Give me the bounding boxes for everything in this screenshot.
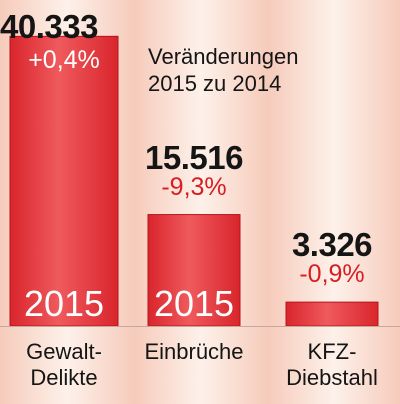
value-label-3: 3.326: [291, 226, 373, 264]
bar-year-label-1: 2015: [23, 283, 105, 324]
change-note-line-2: 2015 zu 2014: [148, 70, 282, 96]
category-label-3-line-2: Diebstahl: [286, 364, 378, 390]
category-label-1: Gewalt- Delikte: [26, 339, 102, 391]
category-label-1-line-2: Delikte: [30, 364, 98, 390]
category-label-2: Einbrüche: [144, 339, 243, 365]
category-label-3-line-1: KFZ-: [307, 339, 357, 364]
value-label-1: 40.333: [0, 8, 98, 45]
bar-3: [285, 301, 379, 327]
bar-1: [9, 35, 119, 327]
change-note: Veränderungen 2015 zu 2014: [148, 44, 298, 98]
category-label-3: KFZ- Diebstahl: [286, 339, 378, 391]
change-label-3: -0,9%: [299, 260, 365, 289]
change-label-1: +0,4%: [28, 46, 100, 75]
category-label-2-line-1: Einbrüche: [144, 339, 244, 364]
bar-year-label-2: 2015: [153, 283, 235, 324]
change-note-line-1: Veränderungen: [148, 44, 299, 69]
change-label-2: -9,3%: [161, 172, 227, 201]
value-label-2: 15.516: [145, 138, 243, 176]
column-background-2: [134, 0, 268, 404]
column-background-3: [268, 0, 400, 404]
category-label-1-line-1: Gewalt-: [26, 339, 102, 364]
